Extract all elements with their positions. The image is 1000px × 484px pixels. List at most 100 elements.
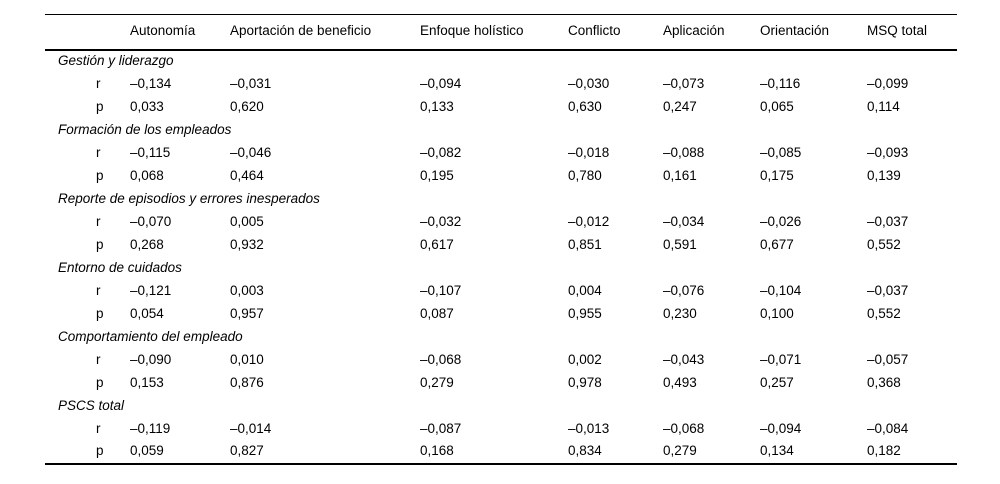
value-cell: 0,957	[230, 305, 264, 321]
value-cell: 0,630	[568, 98, 602, 114]
value-cell: 0,827	[230, 443, 264, 459]
value-cell: 0,002	[568, 351, 602, 367]
value-cell: 0,464	[230, 167, 264, 183]
value-cell: –0,057	[867, 351, 909, 367]
section-title-row: Entorno de cuidados	[45, 257, 957, 280]
value-cell: 0,175	[760, 167, 794, 183]
value-cell: –0,090	[130, 351, 172, 367]
stat-label-p: p	[96, 443, 104, 459]
stat-label-p: p	[96, 98, 104, 114]
value-cell: –0,014	[230, 420, 272, 436]
value-cell: 0,195	[420, 167, 454, 183]
stat-row-r: r –0,121 0,003 –0,107 0,004 –0,076 –0,104 –0,03…	[45, 280, 957, 303]
value-cell: 0,552	[867, 236, 901, 252]
value-cell: 0,247	[663, 98, 697, 114]
stat-label-r: r	[96, 420, 101, 436]
stat-row-p: p 0,068 0,464 0,195 0,780 0,161 0,175 0,139	[45, 165, 957, 188]
value-cell: 0,955	[568, 305, 602, 321]
value-cell: –0,034	[663, 213, 705, 229]
value-cell: 0,617	[420, 236, 454, 252]
value-cell: –0,012	[568, 213, 610, 229]
stat-row-r: r –0,115 –0,046 –0,082 –0,018 –0,088 –0,085 –0,…	[45, 142, 957, 165]
stat-row-r: r –0,090 0,010 –0,068 0,002 –0,043 –0,071 –0,05…	[45, 349, 957, 372]
value-cell: –0,031	[230, 75, 272, 91]
section-title: Gestión y liderazgo	[58, 53, 174, 69]
section-title-row: PSCS total	[45, 395, 957, 418]
value-cell: 0,033	[130, 98, 164, 114]
stat-row-p: p 0,268 0,932 0,617 0,851 0,591 0,677 0,552	[45, 234, 957, 257]
column-header-autonomia: Autonomía	[130, 23, 196, 38]
value-cell: –0,071	[760, 351, 802, 367]
value-cell: 0,677	[760, 236, 794, 252]
value-cell: –0,104	[760, 282, 802, 298]
value-cell: –0,099	[867, 75, 909, 91]
value-cell: 0,552	[867, 305, 901, 321]
stat-row-p: p 0,059 0,827 0,168 0,834 0,279 0,134 0,182	[45, 441, 957, 464]
value-cell: –0,037	[867, 213, 909, 229]
stat-label-p: p	[96, 374, 104, 390]
value-cell: 0,168	[420, 443, 454, 459]
section-title: Comportamiento del empleado	[58, 328, 243, 344]
value-cell: 0,068	[130, 167, 164, 183]
stat-row-p: p 0,153 0,876 0,279 0,978 0,493 0,257 0,368	[45, 372, 957, 395]
value-cell: 0,065	[760, 98, 794, 114]
value-cell: –0,068	[663, 420, 705, 436]
value-cell: –0,134	[130, 75, 172, 91]
column-header-orientacion: Orientación	[760, 23, 830, 38]
value-cell: 0,153	[130, 374, 164, 390]
stat-row-p: p 0,054 0,957 0,087 0,955 0,230 0,100 0,552	[45, 303, 957, 326]
value-cell: 0,978	[568, 374, 602, 390]
value-cell: –0,084	[867, 420, 909, 436]
value-cell: –0,116	[760, 75, 801, 91]
value-cell: 0,591	[663, 236, 697, 252]
table-body: Gestión y liderazgo r –0,134 –0,031 –0,094 –0…	[45, 50, 957, 464]
value-cell: –0,043	[663, 351, 705, 367]
value-cell: 0,279	[420, 374, 454, 390]
value-cell: 0,368	[867, 374, 901, 390]
value-cell: –0,032	[420, 213, 462, 229]
section-title: PSCS total	[58, 397, 125, 413]
value-cell: 0,230	[663, 305, 697, 321]
value-cell: –0,121	[130, 282, 172, 298]
value-cell: 0,114	[867, 98, 900, 114]
value-cell: –0,076	[663, 282, 705, 298]
value-cell: 0,139	[867, 167, 901, 183]
value-cell: –0,018	[568, 144, 610, 160]
section-title-row: Gestión y liderazgo	[45, 50, 957, 73]
section-title-row: Comportamiento del empleado	[45, 326, 957, 349]
column-header-stub	[45, 15, 130, 50]
value-cell: 0,005	[230, 213, 264, 229]
section-title-row: Formación de los empleados	[45, 119, 957, 142]
value-cell: –0,046	[230, 144, 272, 160]
value-cell: –0,082	[420, 144, 462, 160]
stat-label-p: p	[96, 167, 104, 183]
value-cell: 0,780	[568, 167, 602, 183]
stat-label-r: r	[96, 213, 101, 229]
value-cell: 0,932	[230, 236, 264, 252]
stat-label-p: p	[96, 236, 104, 252]
value-cell: 0,257	[760, 374, 794, 390]
value-cell: 0,054	[130, 305, 164, 321]
value-cell: –0,026	[760, 213, 802, 229]
stat-label-r: r	[96, 75, 101, 91]
value-cell: –0,094	[760, 420, 802, 436]
column-header-enfoque-holistico: Enfoque holístico	[420, 23, 524, 38]
stat-label-p: p	[96, 305, 104, 321]
value-cell: –0,093	[867, 144, 909, 160]
value-cell: –0,030	[568, 75, 610, 91]
value-cell: –0,088	[663, 144, 705, 160]
value-cell: –0,087	[420, 420, 462, 436]
column-header-msq-total: MSQ total	[867, 23, 928, 38]
value-cell: 0,100	[760, 305, 794, 321]
stat-row-r: r –0,134 –0,031 –0,094 –0,030 –0,073 –0,116 –0,…	[45, 73, 957, 96]
value-cell: 0,834	[568, 443, 602, 459]
value-cell: –0,119	[130, 420, 171, 436]
value-cell: 0,059	[130, 443, 164, 459]
value-cell: 0,851	[568, 236, 602, 252]
value-cell: 0,087	[420, 305, 454, 321]
value-cell: 0,003	[230, 282, 264, 298]
value-cell: 0,010	[230, 351, 264, 367]
stat-label-r: r	[96, 282, 101, 298]
value-cell: 0,133	[420, 98, 454, 114]
